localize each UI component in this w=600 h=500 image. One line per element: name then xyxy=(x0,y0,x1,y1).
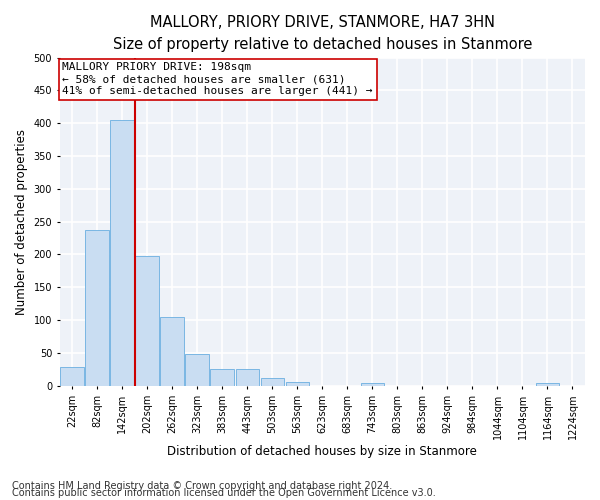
X-axis label: Distribution of detached houses by size in Stanmore: Distribution of detached houses by size … xyxy=(167,444,478,458)
Title: MALLORY, PRIORY DRIVE, STANMORE, HA7 3HN
Size of property relative to detached h: MALLORY, PRIORY DRIVE, STANMORE, HA7 3HN… xyxy=(113,15,532,52)
Bar xyxy=(286,382,309,386)
Text: Contains HM Land Registry data © Crown copyright and database right 2024.: Contains HM Land Registry data © Crown c… xyxy=(12,481,392,491)
Bar xyxy=(136,256,159,386)
Text: Contains public sector information licensed under the Open Government Licence v3: Contains public sector information licen… xyxy=(12,488,436,498)
Bar xyxy=(160,317,184,386)
Bar xyxy=(185,354,209,386)
Bar xyxy=(361,382,385,386)
Bar xyxy=(110,120,134,386)
Bar xyxy=(211,370,234,386)
Bar xyxy=(85,230,109,386)
Bar xyxy=(236,370,259,386)
Text: MALLORY PRIORY DRIVE: 198sqm
← 58% of detached houses are smaller (631)
41% of s: MALLORY PRIORY DRIVE: 198sqm ← 58% of de… xyxy=(62,62,373,96)
Y-axis label: Number of detached properties: Number of detached properties xyxy=(15,128,28,314)
Bar xyxy=(260,378,284,386)
Bar xyxy=(536,383,559,386)
Bar xyxy=(61,368,84,386)
